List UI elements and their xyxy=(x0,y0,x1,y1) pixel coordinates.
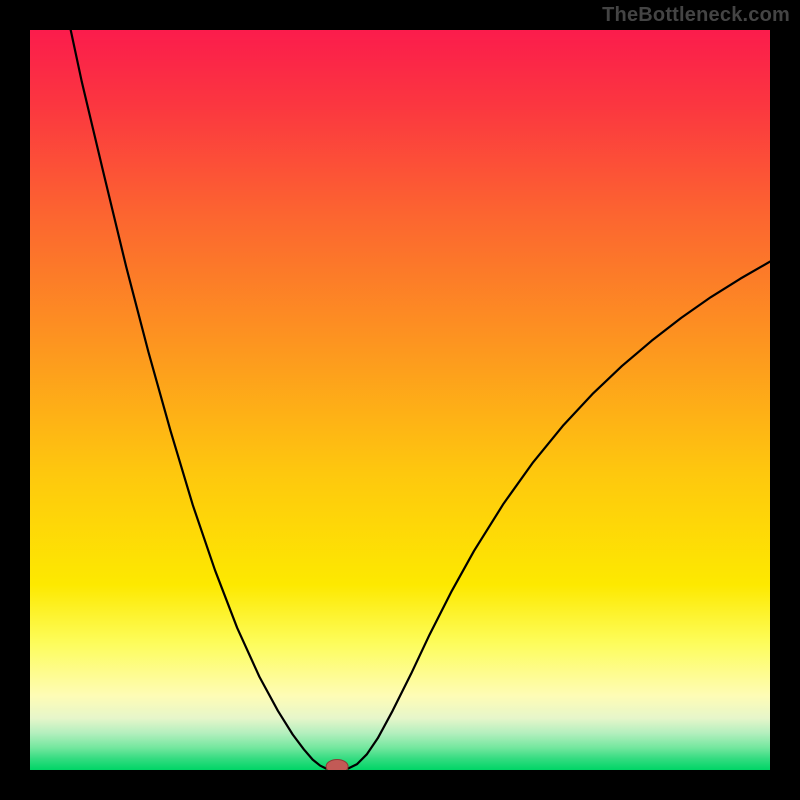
optimal-point-marker xyxy=(326,760,348,771)
bottleneck-chart xyxy=(30,30,770,770)
plot-area xyxy=(30,30,770,770)
chart-frame: TheBottleneck.com xyxy=(0,0,800,800)
gradient-background xyxy=(30,30,770,770)
watermark-text: TheBottleneck.com xyxy=(602,4,790,27)
